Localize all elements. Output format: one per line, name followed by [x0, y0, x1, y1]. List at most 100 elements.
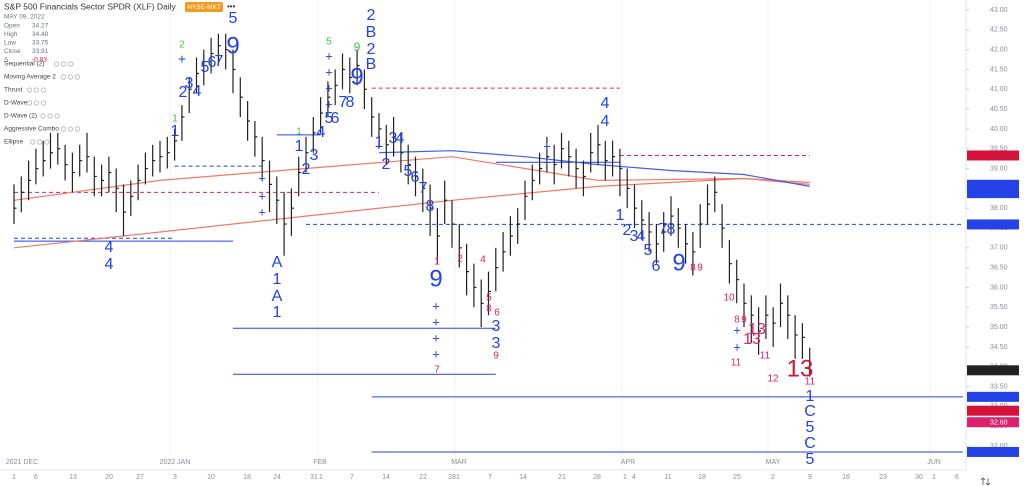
study-name: Ellipse [4, 139, 24, 146]
study-icon[interactable] [37, 139, 43, 145]
quote-value: 34.27 [32, 23, 49, 30]
quote-value: 33.91 [32, 48, 49, 55]
study-icon[interactable] [33, 100, 40, 106]
count-label: 1 [296, 127, 302, 138]
x-tick-label: 1 [932, 474, 936, 481]
price-badge [967, 405, 1019, 416]
count-label: + [258, 188, 266, 203]
study-icon[interactable] [53, 61, 60, 67]
study-icon[interactable] [74, 126, 81, 132]
count-label: 7 [419, 180, 428, 197]
date: MAY 09, 2022 [4, 14, 45, 21]
count-label: 5 [806, 451, 815, 468]
study-icon[interactable] [40, 87, 47, 93]
study-icon[interactable] [68, 61, 74, 67]
study-icon[interactable] [26, 100, 32, 106]
study-icon[interactable] [33, 87, 40, 93]
count-label: 11 [760, 351, 771, 362]
count-label: 4 [601, 113, 610, 130]
count-label: 1 [171, 123, 180, 140]
month-label: FEB [313, 459, 327, 466]
count-label: + [178, 51, 186, 67]
count-label: 4 [193, 83, 202, 100]
y-tick-label: 42.00 [990, 46, 1008, 53]
x-tick-label: 25 [733, 474, 741, 481]
count-label: 4 [637, 228, 646, 245]
quote-value: -0.83 [32, 57, 47, 64]
study-icon[interactable] [60, 74, 67, 80]
x-tick-label: 7 [488, 474, 492, 481]
count-label: + [543, 138, 551, 153]
study-icon[interactable] [67, 74, 74, 80]
count-label: 1 [273, 271, 282, 288]
price-badge [967, 365, 1019, 376]
study-icon[interactable] [60, 126, 67, 132]
study-icon[interactable] [60, 61, 67, 67]
scale-toggle[interactable] [980, 477, 991, 486]
count-label: 6 [208, 54, 217, 71]
x-tick-label: 4 [632, 474, 636, 481]
count-label: 3 [185, 75, 194, 92]
count-label: 7 [215, 53, 224, 70]
moving-average [13, 156, 810, 201]
count-label: 4 [601, 95, 610, 112]
x-tick-label: 10 [207, 474, 215, 481]
count-label: 5 [326, 37, 332, 48]
x-tick-label: 7 [350, 474, 354, 481]
study-icon[interactable] [67, 126, 74, 132]
study-icon[interactable] [44, 139, 50, 145]
count-label: 8 [426, 198, 435, 215]
count-label: 4 [317, 124, 326, 141]
menu-icon[interactable]: ••• [227, 2, 236, 11]
price-badge [967, 446, 1019, 457]
x-tick-label: 16 [842, 474, 850, 481]
x-tick-label: 31 [310, 474, 318, 481]
price-badge [967, 219, 1019, 230]
study-icon[interactable] [30, 139, 36, 145]
count-label: + [325, 48, 333, 63]
count-label: 5 [644, 242, 653, 259]
count-label: 5 [201, 59, 210, 76]
study-icon[interactable] [26, 87, 32, 93]
month-label: MAR [451, 459, 467, 466]
count-label: 9 [429, 265, 442, 292]
month-label: JUN [927, 459, 941, 466]
count-label: 4 [105, 256, 114, 273]
x-tick-label: 30 [915, 474, 923, 481]
count-label: 4 [480, 255, 486, 266]
count-label: 6 [331, 110, 340, 127]
x-tick-label: 2 [771, 474, 775, 481]
quote-label: Open [4, 23, 20, 30]
plot: 592+32 4567112B2B995876543211A1A144123456… [13, 0, 963, 470]
y-tick-label: 36.00 [990, 284, 1008, 291]
study-icon[interactable] [40, 100, 47, 106]
x-tick-label: 6 [34, 474, 38, 481]
count-label: 8 [667, 221, 676, 238]
study-icon[interactable] [40, 113, 46, 119]
study-icon[interactable] [47, 113, 53, 119]
study-icon[interactable] [74, 74, 81, 80]
count-label: C [804, 435, 816, 452]
count-label: A [272, 254, 283, 271]
count-label: 7 [434, 365, 440, 376]
count-label: 13 [787, 355, 814, 382]
x-tick-label: 27 [136, 474, 144, 481]
count-label: + [733, 322, 741, 337]
x-tick-label: 21 [558, 474, 566, 481]
count-label: 2 [179, 84, 188, 101]
count-label: 9 [226, 32, 239, 59]
y-tick-label: 34.50 [990, 344, 1008, 351]
count-label: 7 [659, 221, 668, 238]
x-tick-label: 28 [448, 474, 456, 481]
count-label: 6 [494, 308, 500, 319]
count-label: 1 [273, 304, 282, 321]
count-label: 8 [486, 304, 492, 315]
month-label: APR [621, 459, 635, 466]
study-icon[interactable] [54, 113, 60, 119]
count-label: A [272, 288, 283, 305]
quote-label: Low [4, 40, 16, 47]
count-label: 6 [652, 258, 661, 275]
count-label: 9 [354, 40, 361, 54]
count-label: 3 [492, 335, 501, 352]
